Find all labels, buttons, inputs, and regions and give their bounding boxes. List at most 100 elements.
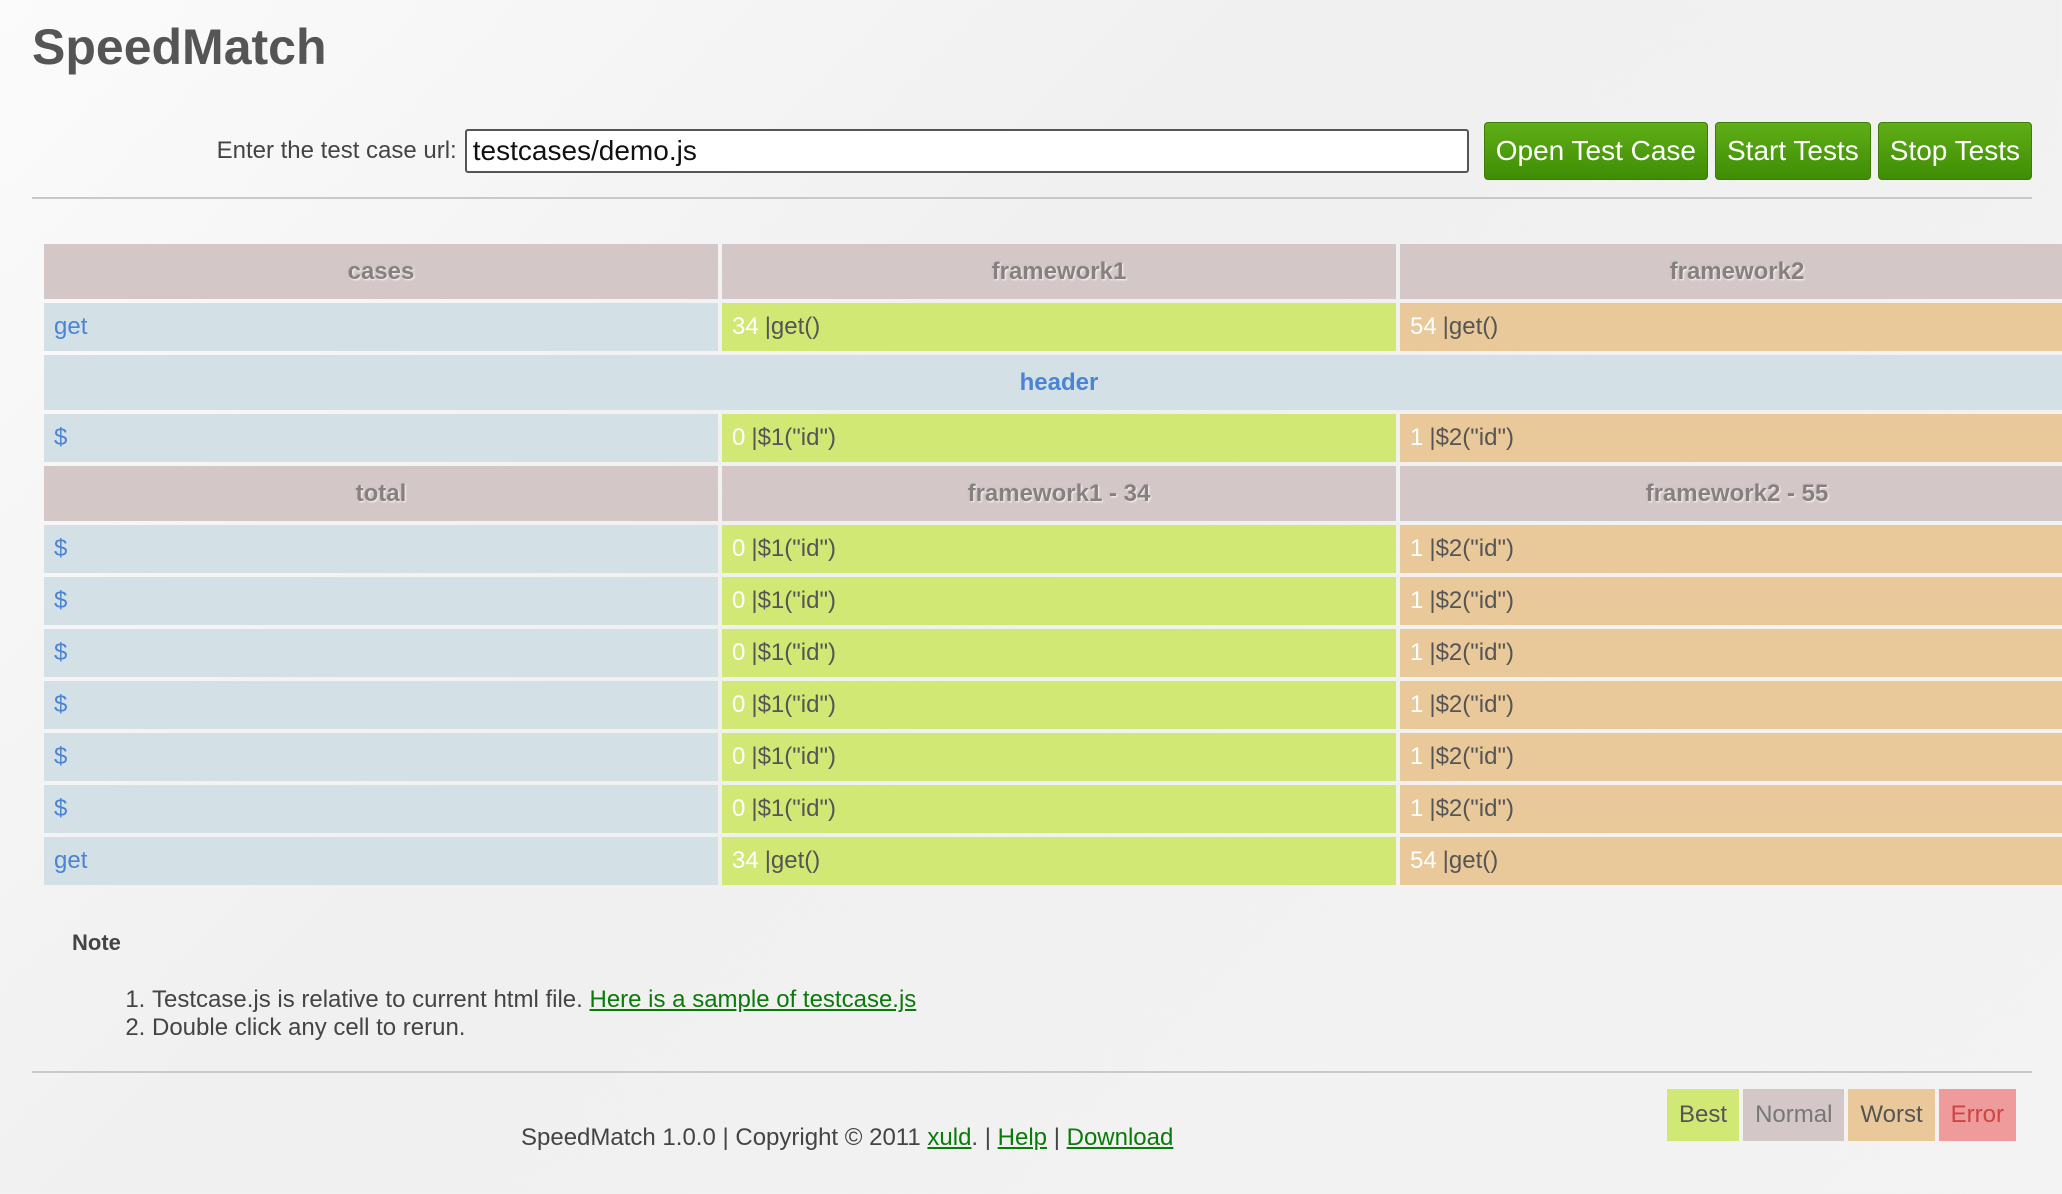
result-cell[interactable]: 54 |get() [1399, 837, 2062, 885]
result-cell[interactable]: 1 |$2("id") [1399, 733, 2062, 781]
table-row: $0 |$1("id") 1 |$2("id") [44, 525, 2062, 573]
note-item: Testcase.js is relative to current html … [152, 986, 916, 1014]
case-cell[interactable]: $ [44, 577, 718, 625]
result-count: 0 [731, 639, 746, 666]
note-text: Testcase.js is relative to current html … [152, 986, 590, 1013]
result-call: |$1("id") [751, 795, 836, 822]
result-cell[interactable]: 1 |$2("id") [1399, 577, 2062, 625]
download-link[interactable]: Download [1066, 1124, 1174, 1151]
result-count: 1 [1409, 743, 1424, 770]
result-call: |$2("id") [1429, 639, 1514, 666]
result-cell[interactable]: 0 |$1("id") [721, 414, 1396, 462]
legend-error: Error [1938, 1089, 2016, 1141]
result-call: |$1("id") [751, 639, 836, 666]
author-link[interactable]: xuld [927, 1124, 972, 1151]
result-call: |$2("id") [1429, 587, 1514, 614]
result-cell[interactable]: 1 |$2("id") [1399, 414, 2062, 462]
result-count: 54 [1409, 313, 1437, 340]
result-cell[interactable]: 34 |get() [721, 303, 1396, 351]
table-header-row: cases framework1 framework2 [44, 244, 2062, 299]
result-call: |get() [1442, 313, 1499, 340]
result-call: |$2("id") [1429, 743, 1514, 770]
case-cell[interactable]: get [44, 303, 718, 351]
table-row: $0 |$1("id") 1 |$2("id") [44, 681, 2062, 729]
result-call: |$2("id") [1429, 691, 1514, 718]
result-cell[interactable]: 1 |$2("id") [1399, 629, 2062, 677]
result-cell[interactable]: 0 |$1("id") [721, 629, 1396, 677]
result-count: 0 [731, 587, 746, 614]
result-cell[interactable]: 1 |$2("id") [1399, 681, 2062, 729]
bottom-divider [32, 1071, 2032, 1073]
results-table: cases framework1 framework2 get 34 |get()… [40, 240, 2062, 889]
help-link[interactable]: Help [997, 1124, 1048, 1151]
result-call: |$2("id") [1429, 795, 1514, 822]
case-cell[interactable]: $ [44, 629, 718, 677]
result-call: |get() [764, 313, 821, 340]
note-title: Note [72, 930, 121, 955]
header-framework2: framework2 [1399, 244, 2062, 299]
total-header-row: total framework1 - 34 framework2 - 55 [44, 466, 2062, 521]
result-count: 34 [731, 313, 759, 340]
result-cell[interactable]: 1 |$2("id") [1399, 785, 2062, 833]
open-test-case-button[interactable]: Open Test Case [1483, 122, 1708, 180]
case-cell[interactable]: get [44, 837, 718, 885]
result-cell[interactable]: 34 |get() [721, 837, 1396, 885]
result-call: |$1("id") [751, 587, 836, 614]
url-toolbar: Enter the test case url: Open Test Case … [0, 122, 2032, 180]
header-cases: cases [44, 244, 718, 299]
result-count: 54 [1409, 847, 1437, 874]
table-row: $ 0 |$1("id") 1 |$2("id") [44, 414, 2062, 462]
result-cell[interactable]: 0 |$1("id") [721, 681, 1396, 729]
footer: SpeedMatch 1.0.0 | Copyright © 2011 xuld… [521, 1124, 1173, 1152]
table-row: get 34 |get() 54 |get() [44, 837, 2062, 885]
start-tests-button[interactable]: Start Tests [1715, 122, 1871, 180]
result-call: |$2("id") [1429, 424, 1514, 451]
result-count: 1 [1409, 795, 1424, 822]
footer-copyright: SpeedMatch 1.0.0 | Copyright © 2011 [521, 1124, 928, 1151]
app-title: SpeedMatch [32, 19, 327, 75]
result-count: 1 [1409, 639, 1424, 666]
url-label: Enter the test case url: [216, 137, 457, 164]
legend-normal: Normal [1743, 1089, 1845, 1141]
result-count: 1 [1409, 691, 1424, 718]
notes-list: Testcase.js is relative to current html … [120, 986, 916, 1042]
stop-tests-button[interactable]: Stop Tests [1877, 122, 2032, 180]
result-cell[interactable]: 0 |$1("id") [721, 525, 1396, 573]
table-row: get 34 |get() 54 |get() [44, 303, 2062, 351]
result-call: |$1("id") [751, 691, 836, 718]
result-count: 1 [1409, 424, 1424, 451]
result-cell[interactable]: 1 |$2("id") [1399, 525, 2062, 573]
table-row: $0 |$1("id") 1 |$2("id") [44, 785, 2062, 833]
result-count: 0 [731, 535, 746, 562]
result-call: |get() [764, 847, 821, 874]
total-framework1: framework1 - 34 [721, 466, 1396, 521]
result-count: 0 [731, 424, 746, 451]
footer-separator: | [1047, 1124, 1067, 1151]
sample-testcase-link[interactable]: Here is a sample of testcase.js [589, 986, 917, 1013]
note-item: Double click any cell to rerun. [152, 1014, 916, 1042]
table-row: $0 |$1("id") 1 |$2("id") [44, 577, 2062, 625]
legend-worst: Worst [1848, 1089, 1935, 1141]
result-count: 0 [731, 795, 746, 822]
total-framework2: framework2 - 55 [1399, 466, 2062, 521]
case-cell[interactable]: $ [44, 733, 718, 781]
case-cell[interactable]: $ [44, 525, 718, 573]
url-input[interactable] [464, 129, 1469, 173]
result-cell[interactable]: 54 |get() [1399, 303, 2062, 351]
header-framework1: framework1 [721, 244, 1396, 299]
result-count: 0 [731, 743, 746, 770]
result-call: |$1("id") [751, 535, 836, 562]
result-cell[interactable]: 0 |$1("id") [721, 733, 1396, 781]
case-cell[interactable]: $ [44, 681, 718, 729]
result-call: |$1("id") [751, 424, 836, 451]
legend-best: Best [1667, 1089, 1740, 1141]
result-count: 34 [731, 847, 759, 874]
table-row: $0 |$1("id") 1 |$2("id") [44, 629, 2062, 677]
result-count: 1 [1409, 535, 1424, 562]
case-cell[interactable]: $ [44, 414, 718, 462]
result-cell[interactable]: 0 |$1("id") [721, 577, 1396, 625]
case-cell[interactable]: $ [44, 785, 718, 833]
group-label: header [44, 355, 2062, 410]
result-call: |get() [1442, 847, 1499, 874]
result-cell[interactable]: 0 |$1("id") [721, 785, 1396, 833]
